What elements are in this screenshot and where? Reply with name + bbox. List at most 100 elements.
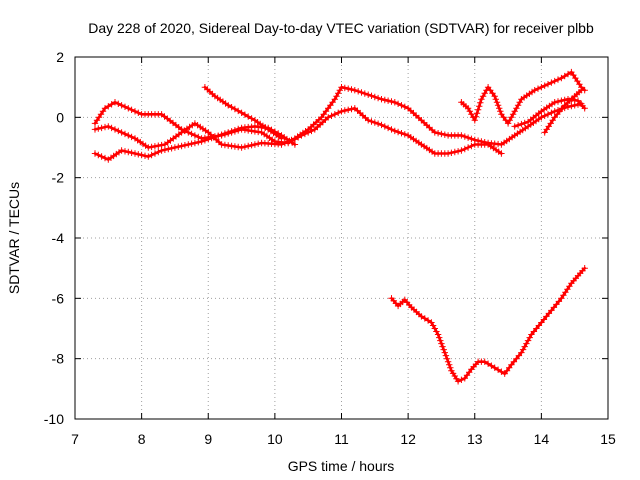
data-point [384,124,392,132]
data-point [568,102,575,110]
data-point [444,150,452,157]
data-point [98,153,105,160]
y-tick-label: 2 [56,49,64,65]
data-point [448,149,455,156]
data-point [91,150,99,157]
data-point [118,102,125,109]
series-pass-6 [511,96,588,130]
data-point [523,340,530,347]
data-point [241,143,249,150]
x-tick-label: 11 [334,431,349,447]
data-point [345,106,352,113]
data-point [391,99,398,106]
data-point [451,148,458,156]
data-point [278,141,285,148]
data-point [371,93,378,101]
data-point [255,140,262,147]
data-point [476,103,483,110]
data-point [95,151,102,159]
data-point [361,90,368,97]
series-pass-3 [91,123,299,163]
data-point [418,313,425,320]
data-point [235,125,242,133]
data-point [384,97,392,104]
data-point [491,364,498,371]
data-point [125,105,132,112]
data-point [95,125,102,132]
data-point [358,89,365,96]
data-point [191,132,199,139]
data-point [278,135,285,142]
data-point [208,134,215,142]
data-point [348,86,355,93]
data-point [351,87,358,94]
data-point [145,153,152,160]
data-point [424,317,432,324]
data-point [554,76,562,83]
data-point [308,127,315,135]
data-point [541,112,548,119]
data-point [391,127,398,135]
data-point [551,77,558,85]
data-point [394,128,402,136]
data-point [472,113,480,120]
data-point [111,99,119,106]
data-point [175,143,182,150]
data-point [338,84,345,91]
data-point [101,123,109,131]
data-point [534,85,542,92]
data-point [341,84,348,92]
y-tick-labels: 2 0 -2 -4 -6 -8 -10 [44,49,64,427]
data-point [458,147,465,154]
data-point [118,147,125,154]
data-point [498,368,505,375]
data-point [191,139,199,147]
data-point [121,103,129,110]
data-point [473,110,481,117]
data-point [151,150,159,157]
data-point [155,142,162,149]
data-point [544,81,552,88]
data-point [328,112,335,119]
data-point [401,131,408,138]
data-point [464,144,472,151]
data-point [128,106,135,113]
x-axis-label: GPS time / hours [288,458,395,474]
data-point [151,143,159,150]
data-point [438,340,445,347]
data-point [341,107,348,114]
data-point [437,337,444,344]
data-point [215,132,222,139]
data-point [441,131,448,138]
data-point [447,364,454,371]
axis-ticks [74,56,609,420]
data-point [148,151,155,159]
data-point [538,114,545,121]
data-point [401,103,408,110]
data-point [471,136,478,144]
data-point [581,265,588,272]
series-pass-2 [91,84,585,151]
data-point [468,142,475,150]
data-point [496,105,503,112]
data-point [488,362,495,369]
data-point [335,90,342,97]
data-point [211,133,219,141]
data-point [225,102,232,109]
data-point [145,144,152,151]
series-pass-7 [541,87,585,136]
data-point [374,94,382,102]
data-point [171,144,179,151]
data-point [464,134,472,141]
data-point [185,129,192,136]
data-point [442,352,450,359]
chart-title: Day 228 of 2020, Sidereal Day-to-day VTE… [88,20,594,36]
data-point [231,127,239,134]
x-tick-labels: 7 8 9 10 11 12 13 14 15 [71,431,616,447]
data-point [398,102,405,109]
data-point [248,142,255,149]
data-point [335,109,342,116]
data-point [158,141,165,149]
data-point [398,130,405,137]
series-pass-8 [388,265,588,385]
